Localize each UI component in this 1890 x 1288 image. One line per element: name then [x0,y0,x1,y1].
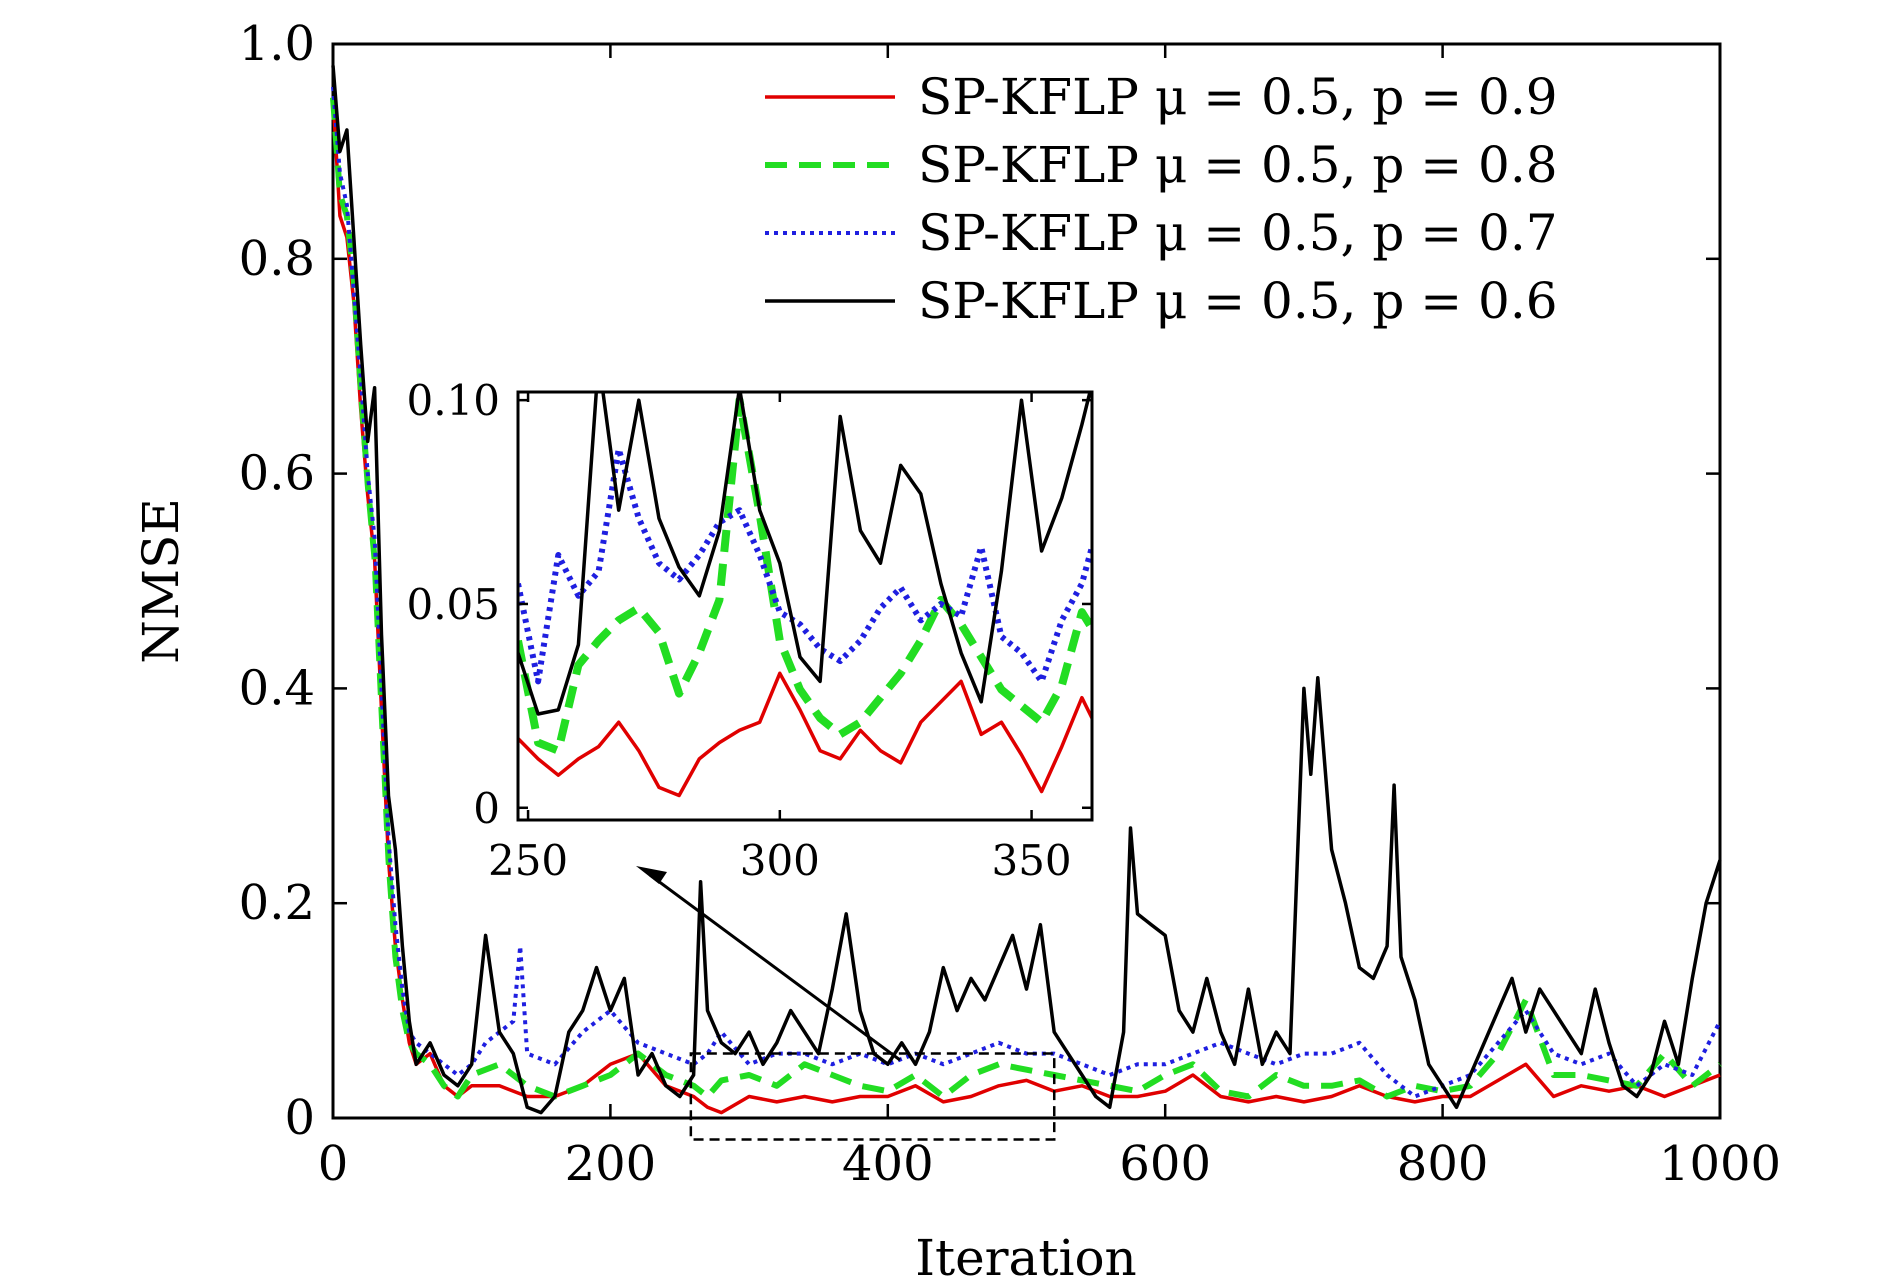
inset-background [518,392,1092,820]
x-tick-label: 0 [318,1136,349,1192]
y-tick-label: 0.6 [239,446,315,502]
legend-label-3: SP-KFLP μ = 0.5, p = 0.7 [918,204,1558,262]
y-tick-label: 0.2 [239,875,315,931]
inset-y-tick-label: 0 [473,784,500,833]
inset-series-line-2 [518,396,1092,755]
x-tick-label: 1000 [1659,1136,1781,1192]
y-tick-label: 0.4 [239,660,315,716]
inset-y-tick-label: 0.10 [406,376,500,425]
inset-x-tick-label: 250 [488,836,568,885]
legend-label-1: SP-KFLP μ = 0.5, p = 0.9 [918,68,1558,126]
main-series [330,65,1722,1115]
inset-x-tick-label: 300 [740,836,820,885]
inset-series-line-4 [518,392,1092,716]
zoom-arrow-line [649,873,901,1062]
series-line-4 [331,65,1722,1115]
inset-y-tick-label: 0.05 [406,580,500,629]
inset-plot-area [516,390,1094,822]
inset-series [518,392,1092,798]
inset-series-line-3 [518,446,1092,685]
main-axis-ticks: 0 200 400 600 800 1000 0 0.2 0.4 0.6 0.8 1.0 [239,16,1781,1192]
x-tick-label: 200 [565,1136,657,1192]
zoom-arrow-head [636,866,667,884]
x-axis-label: Iteration [915,1229,1137,1287]
x-tick-label: 400 [842,1136,934,1192]
legend-background [750,62,1690,342]
legend-label-2: SP-KFLP μ = 0.5, p = 0.8 [918,136,1558,194]
x-tick-label: 600 [1119,1136,1211,1192]
zoom-box [689,1052,1056,1141]
y-tick-label: 0 [284,1090,315,1146]
y-tick-label: 0.8 [239,231,315,287]
inset-x-tick-label: 350 [991,836,1071,885]
x-tick-label: 800 [1397,1136,1489,1192]
inset-series-line-1 [518,671,1092,798]
y-tick-label: 1.0 [239,16,315,72]
legend-label-4: SP-KFLP μ = 0.5, p = 0.6 [918,272,1558,330]
inset-axis-ticks: 250 300 350 0 0.05 0.10 [406,376,1092,885]
y-axis-label: NMSE [132,498,190,664]
legend: SP-KFLP μ = 0.5, p = 0.9 SP-KFLP μ = 0.5,… [750,62,1690,342]
